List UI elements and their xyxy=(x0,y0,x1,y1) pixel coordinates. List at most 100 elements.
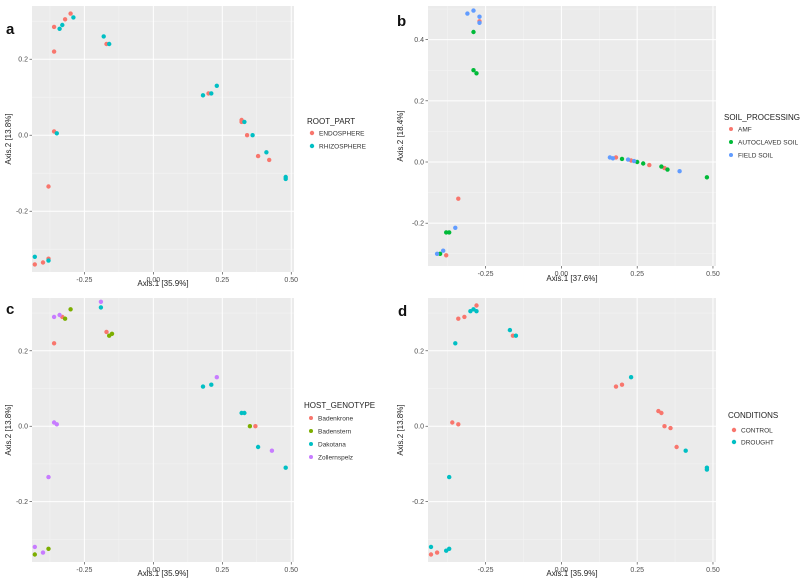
panel-c-point-zollernspelz xyxy=(98,299,104,304)
panel-d-xaxis-title: Axis.1 [35.9%] xyxy=(546,569,597,578)
panel-b-background xyxy=(428,6,716,266)
panel-c-point-badenkrone xyxy=(104,329,109,335)
panel-a-point-rhizosphere xyxy=(209,91,214,96)
panel-d-point-drought xyxy=(513,333,519,338)
panel-d-point-control xyxy=(434,550,440,555)
legend-key-badenkrone xyxy=(309,416,313,420)
panel-b-point-autoclaved-soil xyxy=(704,175,710,180)
panel-b-xaxis-title: Axis.1 [37.6%] xyxy=(546,274,597,283)
panel-a-point-rhizosphere xyxy=(54,131,59,136)
panel-d-x-tick-label: -0.25 xyxy=(478,567,494,574)
panel-c-y-tick-label: 0.0 xyxy=(18,424,28,431)
panel-b-point-amf xyxy=(647,162,652,168)
panel-c-x-tick-label: -0.25 xyxy=(76,567,92,574)
panel-c-y-tick-label: 0.2 xyxy=(18,348,28,355)
panel-a-point-rhizosphere xyxy=(57,26,62,31)
legend-key-zollernspelz xyxy=(309,455,313,459)
panel-b-point-autoclaved-soil xyxy=(471,29,476,35)
panel-b-x-tick-label: -0.25 xyxy=(478,271,494,278)
panel-c-x-tick-label: 0.00 xyxy=(147,567,161,574)
panel-a-point-endosphere xyxy=(40,260,46,265)
panel-a-point-rhizosphere xyxy=(214,83,219,89)
legend-key-dakotana xyxy=(309,442,313,446)
panel-c-point-dakotana xyxy=(255,444,261,450)
panel-b-point-autoclaved-soil xyxy=(659,164,664,169)
panel-b-point-field-soil xyxy=(477,14,482,19)
panel-a-point-rhizosphere xyxy=(101,34,106,39)
panel-c: c -0.25 0.00 0.25 0.50 -0.2 0.0 0.2 Axis.1 [35… xyxy=(4,298,375,578)
panel-b-y-tick-label: 0.4 xyxy=(414,37,424,44)
panel-b-point-field-soil xyxy=(471,8,476,13)
panel-a-legend: ROOT_PART ENDOSPHERE RHIZOSPHERE xyxy=(307,117,367,151)
panel-b-point-autoclaved-soil xyxy=(641,161,646,166)
panel-d-background xyxy=(428,298,716,562)
panel-d-yaxis-title: Axis.2 [13.8%] xyxy=(396,404,405,455)
panel-d-x-tick-label: 0.25 xyxy=(630,567,644,574)
panel-c-legend: HOST_GENOTYPE Badenkrone Badenstern Dako… xyxy=(304,401,375,462)
panel-a-point-rhizosphere xyxy=(46,258,51,263)
panel-b-x-tick-label: 0.25 xyxy=(630,271,644,278)
panel-a-point-endosphere xyxy=(244,133,250,138)
panel-a-point-rhizosphere xyxy=(32,254,37,259)
legend-key-rhizosphere xyxy=(309,143,315,149)
panel-c-point-dakotana xyxy=(98,305,104,310)
legend-label-autoclaved-soil: AUTOCLAVED SOIL xyxy=(738,140,798,147)
panel-b-yaxis-title: Axis.2 [18.4%] xyxy=(396,110,405,161)
panel-d-point-drought xyxy=(628,375,634,380)
panel-a: a -0.25 0.00 0.25 0.50 -0.2 0.0 0.2 Axis.1 [35… xyxy=(4,6,367,288)
panel-a-y-tick-label: 0.0 xyxy=(18,133,28,140)
panel-c-point-badenstern xyxy=(62,316,68,321)
panel-b-label: b xyxy=(397,13,406,30)
panel-b-x-tick-label: 0.00 xyxy=(555,271,569,278)
panel-c-point-badenkrone xyxy=(51,341,57,346)
panel-b-plot: -0.25 0.00 0.25 0.50 -0.2 0.0 0.2 0.4 xyxy=(412,6,720,278)
panel-c-point-zollernspelz xyxy=(40,550,46,555)
panel-a-point-endosphere xyxy=(32,262,37,267)
panel-d-point-drought xyxy=(507,327,513,333)
legend-key-autoclaved-soil xyxy=(729,140,733,144)
panel-d-point-control xyxy=(474,303,479,308)
panel-a-y-tick-label: -0.2 xyxy=(16,209,28,216)
panel-b-point-field-soil xyxy=(477,20,482,25)
panel-c-plot: -0.25 0.00 0.25 0.50 -0.2 0.0 0.2 xyxy=(16,298,298,574)
panel-b-point-field-soil xyxy=(441,248,446,253)
panel-a-y-tick-label: 0.2 xyxy=(18,57,28,64)
panel-c-x-tick-label: 0.50 xyxy=(284,567,298,574)
panel-d-point-control xyxy=(619,382,625,387)
panel-a-point-rhizosphere xyxy=(250,133,255,138)
panel-b: b -0.25 0.00 0.25 0.50 -0.2 0.0 0.2 0.4 Axis.1 … xyxy=(396,6,800,283)
panel-d-point-control xyxy=(462,314,467,320)
legend-key-badenstern xyxy=(309,429,313,433)
panel-d-point-drought xyxy=(428,544,434,550)
panel-d-y-tick-label: -0.2 xyxy=(412,499,424,506)
legend-label-control: CONTROL xyxy=(741,428,773,435)
panel-c-point-dakotana xyxy=(283,465,288,470)
panel-a-yaxis-title: Axis.2 [13.8%] xyxy=(4,113,13,164)
legend-label-badenkrone: Badenkrone xyxy=(318,416,353,423)
panel-a-x-tick-label: 0.50 xyxy=(284,277,298,284)
panel-a-x-tick-label: 0.00 xyxy=(147,277,161,284)
panel-c-point-zollernspelz xyxy=(214,375,219,380)
panel-d-point-control xyxy=(674,444,679,450)
panel-a-point-endosphere xyxy=(267,157,272,163)
panel-b-point-autoclaved-soil xyxy=(665,167,670,172)
panel-b-point-field-soil xyxy=(610,156,616,161)
panel-a-point-endosphere xyxy=(255,153,261,159)
panel-b-legend: SOIL_PROCESSING AMF AUTOCLAVED SOIL FIEL… xyxy=(724,113,800,160)
panel-d-plot: -0.25 0.00 0.25 0.50 -0.2 0.0 0.2 xyxy=(412,298,720,574)
panel-a-point-rhizosphere xyxy=(242,119,247,125)
panel-a-point-rhizosphere xyxy=(283,176,288,182)
legend-label-badenstern: Badenstern xyxy=(318,429,352,436)
panel-a-point-endosphere xyxy=(51,24,57,30)
legend-label-amf: AMF xyxy=(738,127,752,134)
panel-b-point-field-soil xyxy=(631,158,637,164)
panel-d-point-drought xyxy=(683,448,688,453)
panel-c-point-zollernspelz xyxy=(32,544,37,550)
panel-c-point-zollernspelz xyxy=(57,312,62,318)
panel-d-point-drought xyxy=(468,309,473,314)
panel-c-point-zollernspelz xyxy=(46,474,51,480)
panel-b-point-autoclaved-soil xyxy=(474,71,479,76)
panel-c-point-badenstern xyxy=(32,552,37,557)
panel-c-x-tick-label: 0.25 xyxy=(215,567,229,574)
panel-d-x-tick-label: 0.00 xyxy=(555,567,569,574)
